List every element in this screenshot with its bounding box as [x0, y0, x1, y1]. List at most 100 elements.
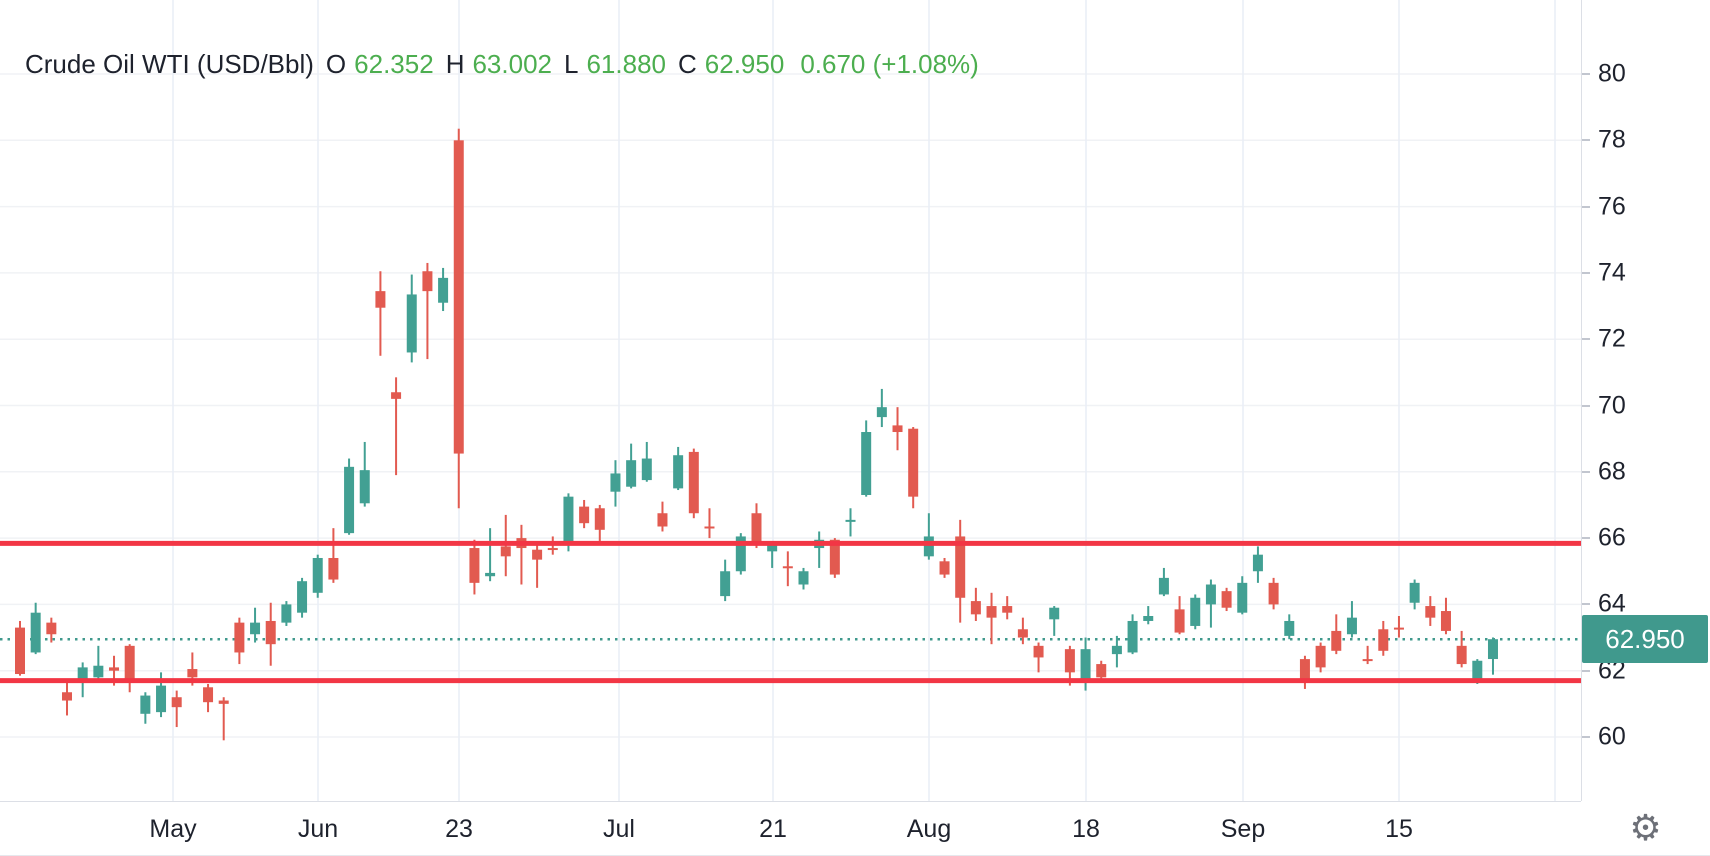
candle[interactable]: [485, 528, 496, 582]
candle[interactable]: [610, 460, 621, 507]
candle[interactable]: [344, 458, 355, 535]
candle[interactable]: [1393, 616, 1404, 638]
candle[interactable]: [579, 499, 590, 529]
candle[interactable]: [297, 577, 308, 618]
candle[interactable]: [782, 551, 793, 587]
candle[interactable]: [250, 607, 261, 643]
candle-body: [923, 536, 934, 557]
candle[interactable]: [46, 617, 57, 643]
candle[interactable]: [140, 692, 151, 724]
candle[interactable]: [641, 441, 652, 482]
candle[interactable]: [1221, 587, 1232, 612]
candle[interactable]: [312, 554, 323, 598]
candle[interactable]: [391, 377, 402, 476]
candle[interactable]: [1425, 596, 1436, 626]
candle[interactable]: [359, 441, 370, 507]
candle[interactable]: [1284, 614, 1295, 640]
candle[interactable]: [1409, 579, 1420, 610]
candle[interactable]: [375, 271, 386, 356]
candle[interactable]: [15, 620, 25, 676]
candle[interactable]: [1205, 579, 1216, 628]
candle[interactable]: [30, 602, 41, 655]
candle[interactable]: [1472, 659, 1483, 684]
candle-body: [344, 466, 355, 534]
candle[interactable]: [406, 274, 417, 363]
candle[interactable]: [594, 504, 605, 542]
candle[interactable]: [1331, 614, 1342, 655]
candle[interactable]: [1299, 655, 1310, 689]
candle[interactable]: [1362, 645, 1373, 665]
candle[interactable]: [704, 508, 715, 539]
candle[interactable]: [532, 543, 543, 588]
candle[interactable]: [1174, 596, 1185, 635]
candle[interactable]: [1190, 594, 1201, 630]
candle[interactable]: [720, 559, 731, 602]
candle[interactable]: [124, 644, 135, 693]
candle[interactable]: [829, 538, 840, 578]
candle[interactable]: [203, 683, 214, 713]
candle[interactable]: [814, 531, 825, 568]
candle[interactable]: [876, 388, 887, 428]
candle[interactable]: [563, 493, 574, 552]
price-scale[interactable]: 80 78 76 74 72 70 68 66 64 62 60: [1581, 0, 1710, 801]
candle[interactable]: [1487, 637, 1498, 675]
candle[interactable]: [1346, 601, 1357, 638]
time-scale[interactable]: May Jun 23 Jul 21 Aug 18 Sep 15: [0, 801, 1581, 855]
candle[interactable]: [923, 513, 934, 560]
candle[interactable]: [422, 262, 433, 360]
candle[interactable]: [1033, 642, 1044, 673]
candle[interactable]: [688, 448, 699, 519]
candle[interactable]: [751, 503, 762, 549]
candle[interactable]: [438, 267, 449, 312]
candle[interactable]: [986, 592, 997, 645]
candle[interactable]: [657, 501, 668, 532]
candle[interactable]: [1268, 577, 1279, 610]
candle[interactable]: [328, 528, 339, 583]
candle[interactable]: [187, 652, 198, 686]
candle[interactable]: [798, 567, 809, 590]
candle[interactable]: [939, 557, 950, 578]
candle[interactable]: [955, 519, 966, 623]
candle[interactable]: [735, 533, 746, 575]
candle[interactable]: [171, 690, 182, 728]
candle[interactable]: [1440, 597, 1451, 635]
candle[interactable]: [156, 672, 167, 718]
candle[interactable]: [1315, 642, 1326, 673]
candle[interactable]: [1002, 596, 1013, 620]
candle[interactable]: [908, 427, 919, 509]
candle[interactable]: [218, 697, 229, 741]
candle[interactable]: [1158, 567, 1169, 597]
candle[interactable]: [469, 539, 480, 595]
candle[interactable]: [1096, 660, 1107, 679]
candle[interactable]: [1111, 635, 1122, 668]
candle[interactable]: [234, 617, 245, 665]
candle[interactable]: [892, 407, 903, 451]
candle-wick: [849, 508, 852, 537]
candle[interactable]: [62, 682, 73, 716]
candle[interactable]: [453, 128, 464, 509]
candle[interactable]: [1252, 546, 1263, 583]
candle[interactable]: [93, 645, 104, 681]
candle[interactable]: [970, 587, 981, 621]
candle[interactable]: [1456, 630, 1467, 668]
candle[interactable]: [673, 446, 684, 491]
candle[interactable]: [845, 508, 856, 537]
candle[interactable]: [1080, 637, 1091, 691]
candle[interactable]: [1049, 606, 1060, 636]
candle[interactable]: [265, 602, 276, 666]
candle[interactable]: [109, 655, 120, 686]
candle[interactable]: [767, 543, 778, 568]
candle[interactable]: [516, 524, 527, 585]
time-scale-label: Aug: [906, 815, 952, 843]
candle[interactable]: [1143, 606, 1154, 625]
settings-gear-icon[interactable]: ⚙: [1629, 807, 1662, 849]
candle[interactable]: [281, 601, 292, 626]
candle[interactable]: [861, 420, 872, 497]
candle[interactable]: [1017, 617, 1028, 645]
candle[interactable]: [1237, 576, 1248, 615]
candle[interactable]: [626, 443, 637, 489]
candle[interactable]: [1127, 614, 1138, 655]
candle[interactable]: [1378, 620, 1389, 656]
candle[interactable]: [1064, 645, 1075, 686]
